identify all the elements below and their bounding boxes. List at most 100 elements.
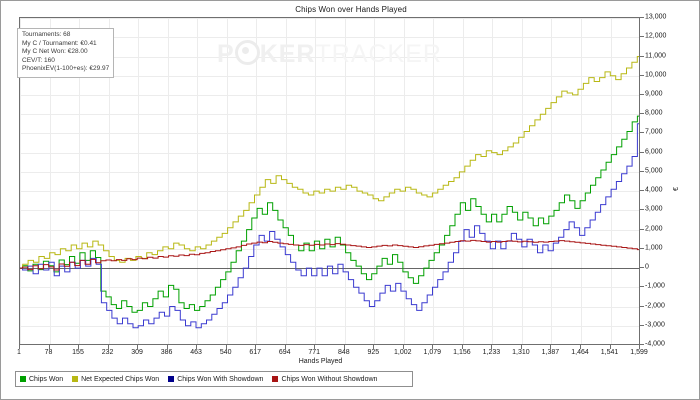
chart-title: Chips Won over Hands Played [295,5,407,14]
info-line-cev-t: CEV/T: 160 [22,56,55,64]
y-axis-tick-label: 1,000 [645,244,663,252]
x-axis-tick-mark [402,345,404,349]
gridline-h [20,133,639,135]
x-axis-tick-mark [373,345,375,349]
gridline-h [20,114,639,116]
x-axis-tick-mark [284,345,286,349]
y-axis-tick-label: -4,000 [645,340,665,348]
legend-swatch-icon [168,376,175,382]
y-axis-tick-label: 7,000 [645,128,663,136]
y-axis-tick-mark [640,324,644,326]
y-axis-tick-label: 4,000 [645,186,663,194]
x-axis-tick-label: 771 [308,349,321,356]
y-axis-tick-mark [640,55,644,57]
x-axis-tick-mark [48,345,50,349]
y-axis-tick-mark [640,228,644,230]
gridline-v [138,18,140,344]
x-axis-tick-label: 155 [72,349,84,356]
gridline-v [492,18,494,344]
x-axis-tick-mark [255,345,257,349]
gridline-v [433,18,435,344]
x-axis-tick-mark [520,345,522,349]
x-axis-tick-label: 1 [17,349,21,356]
gridline-h [20,18,639,19]
y-axis-tick-mark [640,247,644,249]
gridline-h [20,248,639,250]
y-axis-tick-label: 11,000 [645,52,666,59]
gridline-v [315,18,317,344]
y-axis-tick-mark [640,267,644,269]
x-axis-tick-mark [609,345,611,349]
gridline-v [226,18,228,344]
chart-legend[interactable]: Chips Won Net Expected Chips Won Chips Won… [15,371,413,387]
y-axis-tick-mark [640,151,644,153]
legend-swatch-icon [272,376,279,382]
y-axis-tick-label: 5,000 [645,167,663,175]
x-axis-tick-mark [432,345,434,349]
x-axis-tick-mark [19,345,20,349]
gridline-v [108,18,110,344]
gridline-v [256,18,258,344]
y-axis-tick-label: 6,000 [645,148,663,156]
gridline-v [167,18,169,344]
gridline-v [79,18,80,344]
y-axis-tick-label: 12,000 [645,32,667,40]
y-axis-tick-label: -1,000 [645,282,665,290]
y-axis-tick-label: -2,000 [645,302,665,309]
watermark-ker: KER [259,40,316,68]
y-axis-tick-mark [640,74,644,76]
x-axis-tick-label: 617 [249,349,262,356]
gridline-h [20,94,639,96]
y-axis-tick-mark [640,190,644,192]
y-axis-tick-label: 10,000 [645,71,667,79]
legend-label: Net Expected Chips Won [81,375,160,383]
gridline-v [285,18,287,344]
x-axis-label: Hands Played [298,358,343,365]
y-axis-tick-mark [640,132,644,134]
legend-label: Chips Won Without Showdown [281,375,378,383]
x-axis-tick-mark [314,345,316,349]
x-axis-tick-mark [580,345,581,349]
gridline-v [374,18,376,344]
x-axis-tick-label: 78 [44,349,53,356]
legend-item[interactable]: Chips Won Without Showdown [272,376,377,383]
gridline-h [20,75,639,77]
x-axis-tick-label: 1,156 [453,349,471,356]
watermark-tracker: TRACKER [315,40,442,68]
gridline-v [344,18,346,344]
y-axis-tick-mark [640,305,644,307]
gridline-v [610,18,612,344]
x-axis-tick-mark [78,345,79,349]
gridline-h [20,152,639,154]
gridline-h [20,171,639,173]
legend-item[interactable]: Chips Won [20,376,63,383]
x-axis-tick-mark [137,345,139,349]
x-axis-tick-mark [196,345,198,349]
gridline-h [20,306,639,308]
legend-item[interactable]: Net Expected Chips Won [72,376,159,383]
gridline-h [20,325,639,327]
y-axis-tick-mark [640,113,644,115]
y-axis-tick-mark [640,93,644,95]
gridline-v [551,18,553,344]
y-axis-label: € [673,187,680,191]
gridline-v [462,18,464,344]
gridline-v [49,18,51,344]
legend-item[interactable]: Chips Won With Showdown [168,376,263,383]
gridline-v [581,18,582,344]
legend-swatch-icon [20,376,26,382]
y-axis-tick-label: 13,000 [645,13,667,21]
gridline-v [403,18,405,344]
x-axis-tick-label: 540 [219,349,232,356]
x-axis-tick-label: 1,002 [394,349,412,356]
legend-swatch-icon [72,376,79,382]
x-axis-tick-label: 1,310 [512,349,530,356]
gridline-h [20,56,639,58]
gridline-h [20,287,639,289]
x-axis-tick-label: 1,541 [600,349,619,356]
x-axis-tick-mark [461,345,463,349]
x-axis-tick-mark [225,345,227,349]
x-axis-tick-label: 463 [190,349,202,356]
x-axis-tick-mark [107,345,109,349]
